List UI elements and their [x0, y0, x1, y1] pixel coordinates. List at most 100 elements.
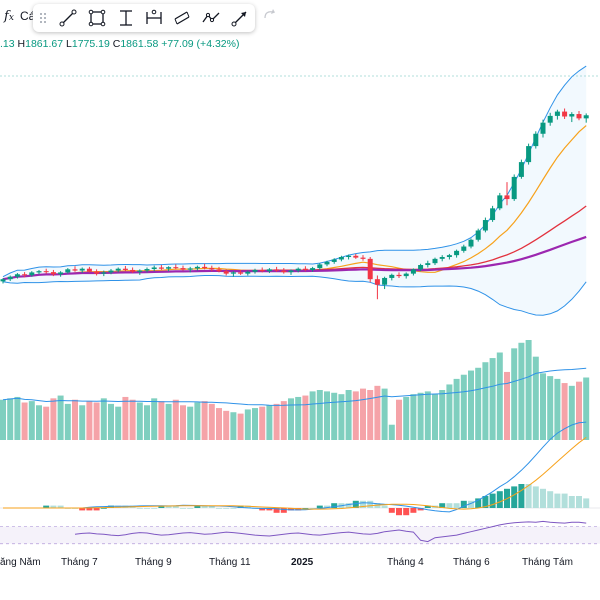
candle-body: [554, 111, 560, 116]
volume-bar: [583, 377, 590, 440]
volume-bar: [302, 395, 309, 440]
volume-bar: [432, 394, 438, 440]
candle-body: [86, 268, 92, 272]
redo-icon[interactable]: [262, 8, 276, 20]
volume-bar: [482, 362, 489, 440]
drag-handle-icon[interactable]: [39, 12, 47, 24]
volume-bar: [352, 391, 359, 440]
vertical-range-icon[interactable]: [115, 7, 137, 29]
macd-bar: [266, 508, 273, 511]
candle-body: [482, 220, 488, 231]
macd-bar: [324, 505, 330, 508]
candle-body: [180, 268, 186, 270]
candle-body: [144, 269, 150, 271]
candle-body: [29, 272, 35, 276]
candle-body: [331, 259, 337, 262]
macd-bar: [424, 505, 431, 508]
candle-body: [209, 268, 215, 270]
close-key: C: [112, 38, 121, 50]
candle-body: [562, 111, 568, 117]
volume-bar: [21, 402, 28, 440]
volume-bar: [223, 410, 230, 440]
volume-bar: [252, 408, 258, 440]
volume-bar: [475, 367, 482, 440]
volume-bar: [410, 394, 417, 440]
arrow-brush-icon[interactable]: [229, 7, 251, 29]
macd-bar: [93, 508, 100, 511]
volume-bar: [259, 406, 266, 440]
volume-bar: [417, 392, 424, 440]
candle-body: [569, 114, 575, 117]
candle-body: [583, 115, 589, 119]
volume-bar: [230, 412, 237, 440]
bollinger-upper-line: [2, 65, 587, 278]
path-icon[interactable]: [200, 7, 222, 29]
candle-body: [187, 268, 193, 270]
macd-bar: [568, 496, 575, 508]
low-value: 1775.19: [71, 38, 110, 50]
volume-bar: [244, 409, 251, 440]
volume-bar: [424, 391, 431, 440]
candle-body: [288, 270, 294, 273]
chart-canvas[interactable]: [0, 0, 600, 550]
candle-body: [374, 279, 380, 285]
rectangle-icon[interactable]: [86, 7, 108, 29]
macd-bar: [50, 505, 57, 508]
macd-bar: [540, 488, 546, 508]
candle-body: [518, 162, 524, 177]
parallel-channel-icon[interactable]: [171, 7, 193, 29]
rsi-pane: [0, 520, 600, 545]
macd-bar: [547, 491, 554, 508]
volume-bar: [237, 413, 244, 440]
volume-bar: [540, 373, 546, 440]
candle-body: [94, 271, 100, 274]
volume-bar: [180, 405, 186, 440]
volume-bar: [532, 356, 539, 440]
volume-bar: [367, 390, 374, 440]
horizontal-range-icon[interactable]: [143, 7, 165, 29]
close-value: 1861.58: [120, 38, 159, 50]
candle-body: [353, 255, 359, 258]
macd-signal-line: [3, 436, 587, 510]
candle-body: [259, 269, 265, 272]
volume-bars: [0, 340, 590, 440]
candle-body: [461, 246, 467, 251]
candle-body: [526, 146, 532, 163]
macd-bar: [288, 508, 294, 511]
volume-bar: [194, 402, 201, 440]
volume-bar: [518, 342, 525, 440]
macd-bar: [396, 508, 402, 516]
volume-bar: [93, 402, 100, 440]
candle-body: [418, 265, 424, 270]
candle-body: [547, 115, 553, 123]
candle-body: [389, 274, 395, 278]
volume-bar: [511, 348, 518, 440]
volume-bar: [172, 399, 179, 440]
volume-bar: [151, 398, 158, 440]
volume-bar: [439, 390, 446, 440]
candle-body: [130, 269, 136, 272]
low-key: L: [66, 38, 72, 50]
macd-bar: [316, 505, 323, 508]
volume-bar: [525, 340, 532, 440]
candle-body: [454, 250, 460, 256]
volume-bar: [208, 403, 215, 440]
candle-body: [230, 272, 236, 274]
macd-line: [3, 421, 587, 513]
candle-body: [0, 279, 6, 282]
macd-bar: [86, 508, 93, 511]
macd-bar: [201, 505, 208, 508]
macd-bar: [216, 508, 222, 509]
candle-body: [216, 269, 222, 272]
candle-body: [151, 267, 157, 270]
macd-bar: [518, 484, 525, 508]
volume-bar: [266, 405, 273, 440]
macd-bar: [460, 500, 467, 508]
trend-line-icon[interactable]: [57, 7, 79, 29]
macd-bar: [158, 505, 165, 508]
candle-body: [475, 230, 481, 240]
volume-bar: [381, 388, 388, 440]
candle-body: [65, 269, 71, 273]
macd-bar: [417, 508, 424, 511]
function-icon[interactable]: fx: [4, 9, 14, 24]
